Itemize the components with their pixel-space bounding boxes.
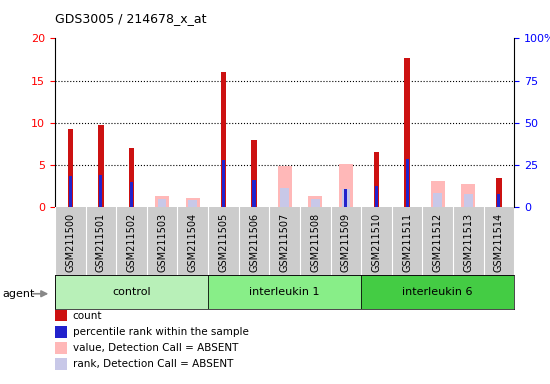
Bar [208, 275, 361, 309]
Text: GSM211505: GSM211505 [218, 213, 228, 272]
Bar [68, 129, 73, 207]
Bar [158, 199, 167, 207]
Bar [98, 124, 104, 207]
Bar [431, 181, 444, 207]
Text: interleukin 1: interleukin 1 [249, 287, 320, 297]
Bar [342, 189, 350, 207]
Text: GDS3005 / 214678_x_at: GDS3005 / 214678_x_at [55, 12, 206, 25]
Bar [129, 148, 134, 207]
Text: GSM211514: GSM211514 [494, 213, 504, 272]
Text: agent: agent [3, 289, 35, 299]
Text: GSM211500: GSM211500 [65, 213, 75, 272]
Bar [251, 140, 257, 207]
Bar [404, 58, 410, 207]
Bar [311, 199, 320, 207]
Bar [375, 186, 378, 207]
Bar [339, 164, 353, 207]
Text: percentile rank within the sample: percentile rank within the sample [73, 327, 249, 337]
Bar [361, 275, 514, 309]
Text: GSM211508: GSM211508 [310, 213, 320, 272]
Bar [155, 195, 169, 207]
Bar [280, 188, 289, 207]
Bar [69, 176, 72, 207]
Bar [130, 182, 133, 207]
Bar [461, 184, 475, 207]
Bar [497, 194, 500, 207]
Text: value, Detection Call = ABSENT: value, Detection Call = ABSENT [73, 343, 238, 353]
Bar [278, 166, 292, 207]
Text: GSM211513: GSM211513 [463, 213, 474, 272]
Bar [186, 198, 200, 207]
Bar [405, 159, 409, 207]
Text: count: count [73, 311, 102, 321]
Bar [221, 72, 226, 207]
Bar [55, 275, 208, 309]
Text: GSM211507: GSM211507 [279, 213, 290, 272]
Bar [344, 189, 348, 207]
Text: GSM211510: GSM211510 [371, 213, 382, 272]
Text: interleukin 6: interleukin 6 [403, 287, 473, 297]
Text: GSM211506: GSM211506 [249, 213, 259, 272]
Text: GSM211511: GSM211511 [402, 213, 412, 272]
Bar [189, 200, 197, 207]
Bar [309, 195, 322, 207]
Text: rank, Detection Call = ABSENT: rank, Detection Call = ABSENT [73, 359, 233, 369]
Bar [222, 160, 225, 207]
Bar [496, 178, 502, 207]
Text: GSM211509: GSM211509 [341, 213, 351, 272]
Text: control: control [112, 287, 151, 297]
Bar [100, 175, 102, 207]
Text: GSM211512: GSM211512 [433, 213, 443, 272]
Text: GSM211503: GSM211503 [157, 213, 167, 272]
Bar [464, 194, 472, 207]
Text: GSM211501: GSM211501 [96, 213, 106, 272]
Bar [433, 193, 442, 207]
Text: GSM211502: GSM211502 [126, 213, 136, 272]
Text: GSM211504: GSM211504 [188, 213, 198, 272]
Bar [252, 180, 256, 207]
Bar [373, 152, 380, 207]
